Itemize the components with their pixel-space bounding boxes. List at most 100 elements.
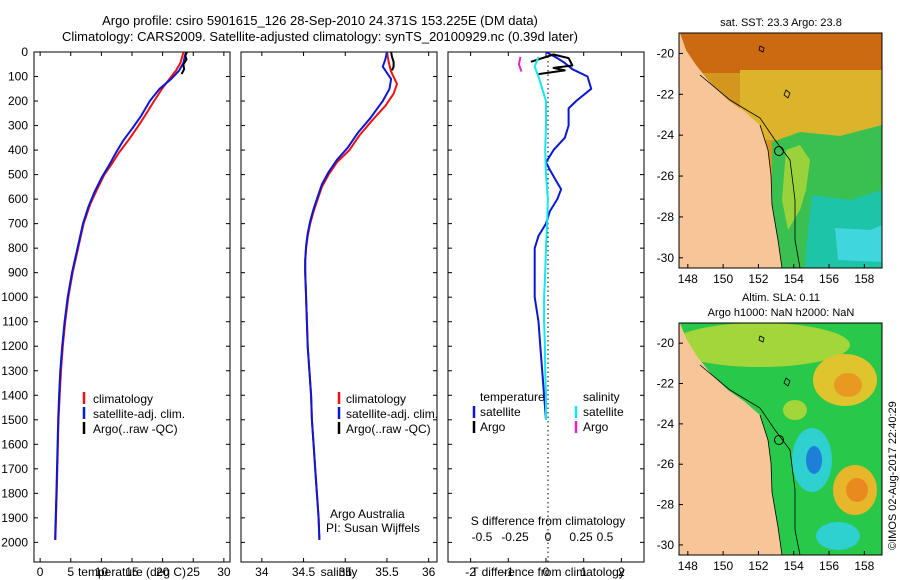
island-outline xyxy=(758,335,765,343)
x-tick-label: 15 xyxy=(125,565,139,579)
s-tick-label: 0.25 xyxy=(569,530,593,544)
x-tick-label: 2 xyxy=(618,565,625,579)
temperature-legend: climatology satellite-adj. clim. Argo(..… xyxy=(82,392,185,436)
x-tick-label: 0 xyxy=(37,565,44,579)
depth-tick-label: 600 xyxy=(8,192,28,206)
series-line xyxy=(533,52,593,420)
legend-t-satellite-label: satellite xyxy=(480,405,521,419)
institution-label: Argo Australia xyxy=(330,507,405,521)
map-x-tick-label: 152 xyxy=(748,559,768,573)
salinity-series xyxy=(304,52,398,540)
map-y-tick-label: -26 xyxy=(657,457,675,471)
s-difference-xlabel: S difference from climatology xyxy=(471,514,626,528)
x-tick-label: 35 xyxy=(339,565,353,579)
legend-t-argo-label: Argo xyxy=(480,420,506,434)
sla-field xyxy=(679,323,850,367)
sla-map-frame xyxy=(678,322,883,556)
temperature-xlabel: temperature (deg C) xyxy=(78,565,186,579)
t-difference-xlabel: T difference from climatology xyxy=(471,565,625,579)
map-x-tick-label: 148 xyxy=(678,559,698,573)
x-tick-label: 35.5 xyxy=(375,565,399,579)
difference-series xyxy=(517,52,593,420)
series-line xyxy=(533,56,549,420)
depth-axis-ticks: 0 100 200 300 400 500 600 700 800 900 1000 1100 1200… xyxy=(1,45,230,549)
salinity-xlabel: salinity xyxy=(321,565,358,579)
temperature-axis-ticks: 0 5 10 15 20 25 30 xyxy=(37,52,231,579)
legend-temperature-heading: temperature xyxy=(480,390,545,404)
depth-tick-label: 1200 xyxy=(1,339,28,353)
depth-tick-label: 200 xyxy=(8,94,28,108)
map-y-tick-label: -22 xyxy=(657,87,675,101)
map-x-tick-label: 154 xyxy=(784,559,804,573)
x-tick-label: 5 xyxy=(67,565,74,579)
sst-map-image xyxy=(679,33,882,268)
map-x-tick-label: 156 xyxy=(819,559,839,573)
argo-position-marker xyxy=(774,435,784,445)
legend-argo-label: Argo(..raw -QC) xyxy=(346,422,431,436)
salinity-axes-box xyxy=(240,51,438,563)
map-x-tick-label: 158 xyxy=(854,272,874,286)
salinity-legend: climatology satellite-adj. clim. Argo(..… xyxy=(337,392,438,436)
series-line xyxy=(180,52,188,75)
x-tick-label: 30 xyxy=(217,565,231,579)
sla-negative-core xyxy=(806,446,822,474)
s-tick-label: 0.5 xyxy=(597,530,614,544)
legend-salinity-heading: salinity xyxy=(583,390,620,404)
series-line xyxy=(517,56,523,72)
depth-tick-label: 1900 xyxy=(1,511,28,525)
sst-mid-band xyxy=(740,70,882,140)
x-tick-label: 1 xyxy=(580,565,587,579)
depth-tick-label: 1300 xyxy=(1,364,28,378)
depth-tick-label: 1100 xyxy=(2,315,28,329)
map-y-tick-label: -22 xyxy=(657,377,675,391)
map-x-tick-label: 152 xyxy=(748,272,768,286)
map-x-tick-label: 156 xyxy=(819,272,839,286)
legend-satellite-label: satellite-adj. clim. xyxy=(346,407,438,421)
s-tick-label: 0 xyxy=(545,530,552,544)
sla-negative-anomaly xyxy=(816,522,860,550)
depth-tick-label: 1400 xyxy=(1,388,28,402)
sst-map-frame xyxy=(678,32,883,269)
map-x-tick-label: 154 xyxy=(784,272,804,286)
map-y-tick-label: -30 xyxy=(657,251,675,265)
x-tick-label: 36 xyxy=(422,565,436,579)
legend-s-satellite-label: satellite xyxy=(583,405,624,419)
map-y-tick-label: -26 xyxy=(657,169,675,183)
depth-tick-label: 1600 xyxy=(1,437,28,451)
s-tick-label: -0.5 xyxy=(472,530,493,544)
depth-tick-label: 2000 xyxy=(1,535,28,549)
island-outline xyxy=(783,89,791,99)
depth-tick-label: 400 xyxy=(8,143,28,157)
map-y-tick-label: -28 xyxy=(657,210,675,224)
sla-map-image xyxy=(679,323,882,555)
legend-satellite-label: satellite-adj. clim. xyxy=(93,407,185,421)
temperature-series xyxy=(54,52,188,540)
sst-warm-band xyxy=(679,33,882,73)
argo-position-marker xyxy=(774,146,784,156)
difference-panel: -2 -1 0 1 2 T difference from climatology S … xyxy=(447,51,645,579)
map-y-tick-label: -20 xyxy=(657,336,675,350)
legend-argo-label: Argo(..raw -QC) xyxy=(93,422,178,436)
difference-depth-ticks xyxy=(448,51,644,543)
map-y-tick-label: -20 xyxy=(657,46,675,60)
map-x-tick-label: 150 xyxy=(713,559,733,573)
copyright-stamp: ©IMOS 02-Aug-2017 22:40:29 xyxy=(887,401,899,550)
map-y-tick-label: -30 xyxy=(657,538,675,552)
series-line xyxy=(304,52,393,540)
depth-tick-label: 1800 xyxy=(1,486,28,500)
pi-label: PI: Susan Wijffels xyxy=(326,521,420,535)
series-line xyxy=(530,53,574,76)
island-outline xyxy=(783,377,791,387)
difference-legend: temperature satellite Argo salinity sate… xyxy=(472,390,624,434)
difference-axis-ticks: -2 -1 0 1 2 xyxy=(465,52,625,579)
land-mass xyxy=(679,323,782,555)
salinity-panel: 34 34.5 35 35.5 36 salinity climatology sate… xyxy=(240,51,438,579)
sla-positive-core xyxy=(846,478,868,502)
x-tick-label: 20 xyxy=(156,565,170,579)
coastline xyxy=(759,124,783,268)
land-mass xyxy=(679,33,782,268)
coastline xyxy=(759,414,783,555)
salinity-axis-ticks: 34 34.5 35 35.5 36 xyxy=(255,52,436,579)
sla-positive-core xyxy=(834,373,862,397)
map-y-tick-label: -24 xyxy=(657,417,675,431)
